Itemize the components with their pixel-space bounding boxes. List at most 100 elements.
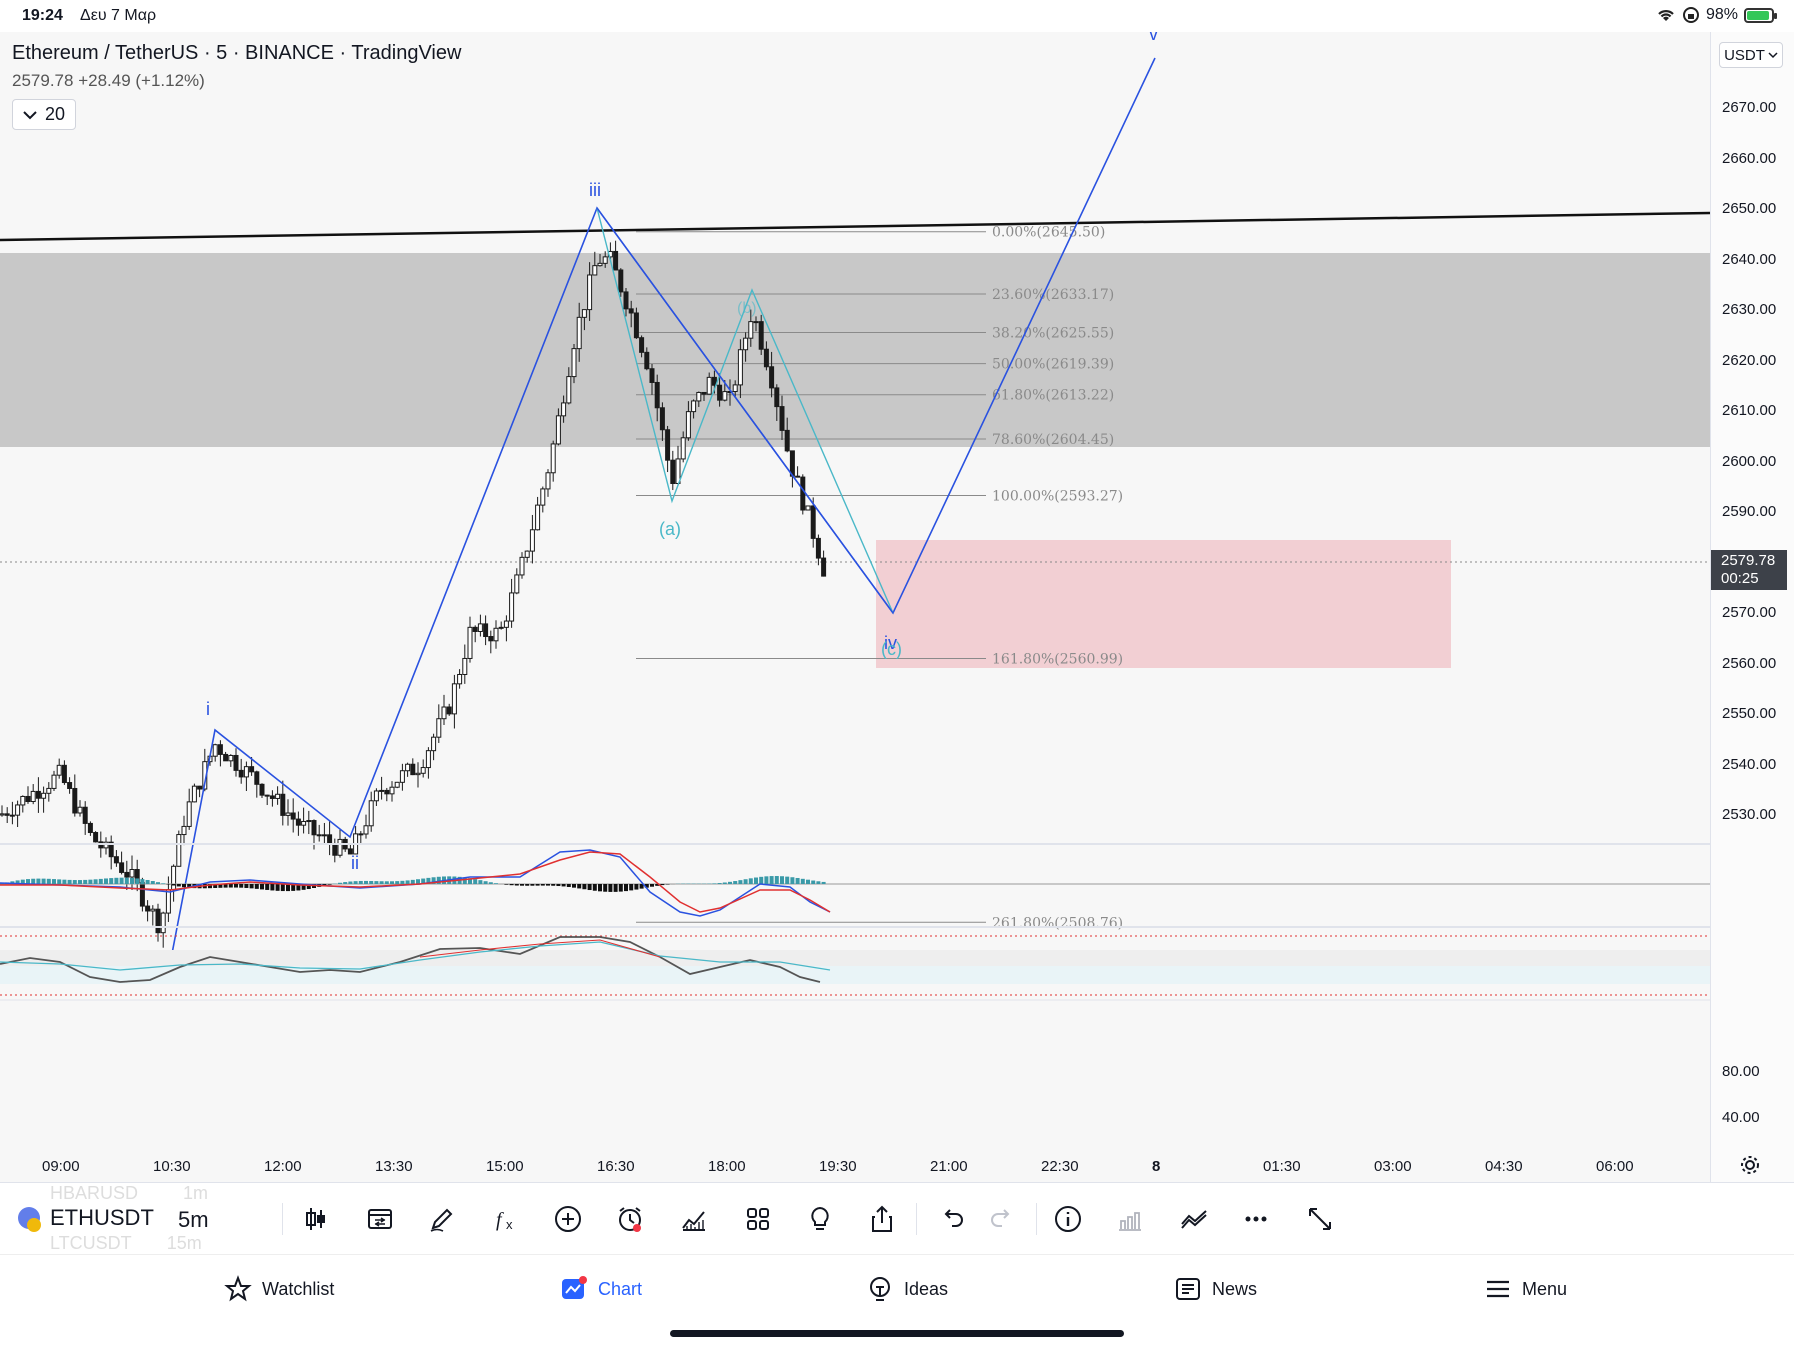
price-tick: 2570.00 [1722,604,1777,621]
symbol-search-button[interactable]: ETHUSDT [18,1205,154,1232]
legend-price: 2579.78 +28.49 (+1.12%) [12,71,461,91]
price-tick: 2630.00 [1722,301,1777,318]
rsi-tick-80: 80.00 [1722,1063,1760,1080]
chart-canvas[interactable]: 0.00%(2645.50) 23.60%(2633.17) 38.20%(2625… [0,32,1710,1182]
price-tick: 2590.00 [1722,503,1777,520]
price-tick: 2540.00 [1722,755,1777,773]
currency-select[interactable]: USDT [1719,42,1783,68]
rsi-tick-40: 40.00 [1722,1109,1760,1126]
nav-watchlist[interactable]: Watchlist [224,1275,334,1303]
gear-icon[interactable] [1739,1154,1761,1176]
drawing-tools-button[interactable] [424,1201,460,1237]
ghost-symbol-2: LTCUSDT 15m [50,1233,202,1253]
wave-label-v[interactable]: v [1149,32,1158,44]
time-tick: 19:30 [819,1158,857,1175]
macd-pane[interactable] [0,849,1710,917]
wave-label-iii[interactable]: iii [589,180,601,200]
ghost-symbol-1: HBARUSD 1m [50,1183,209,1203]
nav-menu[interactable]: Menu [1484,1275,1567,1303]
nav-chart[interactable]: Chart [560,1275,642,1303]
svg-text:f: f [496,1209,504,1231]
undo-button[interactable] [934,1201,970,1237]
nav-news-label: News [1212,1278,1258,1299]
price-tick: 2640.00 [1722,250,1777,268]
legend-title[interactable]: Ethereum / TetherUS · 5 · BINANCE · Trad… [12,42,462,64]
nav-ideas[interactable]: Ideas [866,1275,948,1303]
wave-label-c[interactable]: (c) [881,639,902,659]
indicators-count: 20 [45,104,66,124]
add-button[interactable] [550,1201,586,1237]
lightbulb-icon [811,1206,829,1230]
wave-label-iv[interactable]: iv [884,633,897,653]
interval-button[interactable]: 5m [178,1207,209,1232]
nav-ideas-label: Ideas [904,1278,949,1299]
chevron-down-icon [1768,52,1778,59]
lightbulb-icon [870,1277,890,1301]
redo-button[interactable] [984,1201,1020,1237]
time-tick: 16:30 [597,1158,635,1175]
home-indicator[interactable] [670,1330,1124,1337]
fib-label: 38.20%(2625.55) [992,325,1114,341]
fib-label: 78.60%(2604.45) [992,432,1114,448]
plus-circle-icon [555,1206,581,1232]
redo-icon [991,1209,1010,1227]
indicators-collapse-button[interactable]: 20 [12,99,77,130]
undo-icon [944,1209,963,1227]
alert-button[interactable] [612,1201,648,1237]
financials-button[interactable] [1112,1201,1148,1237]
status-bar: 19:24 Δευ 7 Μαρ 98% [0,0,1794,32]
lock-rotation-icon [1682,7,1699,23]
layout-button[interactable] [740,1201,776,1237]
ideas-button[interactable] [802,1201,838,1237]
fib-retracement[interactable]: 0.00%(2645.50) 23.60%(2633.17) 38.20%(2625… [636,225,1123,932]
wave-label-a[interactable]: (a) [659,519,681,539]
fullscreen-button[interactable] [1302,1201,1338,1237]
time-tick: 12:00 [264,1158,302,1175]
price-axis[interactable] [1710,32,1794,1182]
nav-chart-label: Chart [598,1278,643,1299]
chart-type-button[interactable] [298,1201,334,1237]
replay-button[interactable] [676,1201,712,1237]
info-button[interactable] [1050,1201,1086,1237]
candle-countdown: 00:25 [1721,570,1759,587]
current-price-tag: 2579.78 00:25 [1711,550,1787,590]
more-dots-icon [1245,1216,1267,1222]
price-tick: 2610.00 [1722,402,1777,419]
fib-label: 261.80%(2508.76) [992,915,1123,931]
share-button[interactable] [864,1201,900,1237]
news-icon [1176,1278,1200,1300]
alarm-clock-icon [619,1207,641,1232]
time-tick: 04:30 [1485,1158,1523,1175]
fib-label: 161.80%(2560.99) [992,652,1123,668]
object-tree-button[interactable] [1176,1201,1212,1237]
more-button[interactable] [1238,1201,1274,1237]
elliott-wave-main[interactable] [169,57,1156,965]
resistance-zone[interactable] [0,253,1710,447]
share-icon [872,1205,892,1232]
price-tick: 2620.00 [1722,351,1777,369]
macd-line [0,849,831,917]
fib-label: 23.60%(2633.17) [992,287,1114,303]
macd-signal [0,851,831,913]
rsi-ma-line [0,941,831,971]
trendline[interactable] [0,211,1710,242]
wave-iii-iv-line[interactable] [596,207,894,614]
wave-label-b[interactable]: (b) [737,300,757,317]
target-zone[interactable] [876,540,1451,668]
time-tick: 22:30 [1041,1158,1079,1175]
nav-news[interactable]: News [1174,1275,1257,1303]
info-icon [1055,1206,1081,1232]
bottom-nav: Watchlist Chart Ideas News Menu [0,1254,1794,1345]
price-tick: 2600.00 [1722,452,1777,470]
compare-button[interactable] [362,1201,398,1237]
rsi-pane[interactable] [0,935,1710,996]
chart-legend: Ethereum / TetherUS · 5 · BINANCE · Trad… [12,42,461,130]
price-tick: 2650.00 [1722,200,1777,217]
time-tick: 06:00 [1596,1158,1634,1175]
wave-label-i[interactable]: i [206,699,210,719]
wave-label-ii[interactable]: ii [351,853,359,873]
elliott-wave-correction[interactable] [596,207,894,614]
